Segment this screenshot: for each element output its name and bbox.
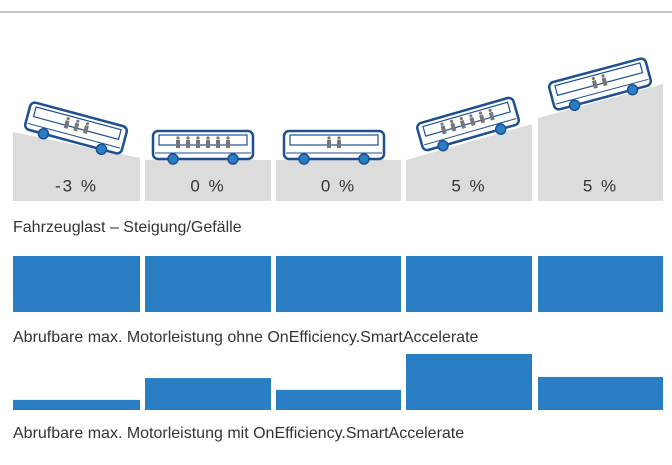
passenger-head: [216, 136, 219, 139]
passenger-head: [186, 136, 189, 139]
bus: [153, 131, 253, 164]
grade-label: 5 %: [451, 176, 486, 195]
passenger-body: [176, 140, 180, 148]
bus: [284, 131, 384, 164]
bus-wheel: [168, 154, 178, 164]
passenger-head: [196, 136, 199, 139]
passenger-head: [176, 136, 179, 139]
passenger-body: [196, 140, 200, 148]
grade-label: 0 %: [321, 176, 356, 195]
passenger-head: [226, 136, 229, 139]
grade-label: 0 %: [190, 176, 225, 195]
power-bar: [276, 256, 401, 312]
power-bar: [13, 256, 140, 312]
passenger-body: [226, 140, 230, 148]
power-bar: [406, 256, 532, 312]
grade-label: 5 %: [583, 176, 618, 195]
passenger-body: [216, 140, 220, 148]
bus-wheel: [299, 154, 309, 164]
power-bar: [406, 354, 532, 410]
passenger-body: [186, 140, 190, 148]
passenger-head: [327, 136, 330, 139]
power-with-caption: Abrufbare max. Motorleistung mit OnEffic…: [13, 425, 464, 442]
load-caption: Fahrzeuglast – Steigung/Gefälle: [13, 219, 242, 236]
passenger-body: [327, 140, 331, 148]
power-bar: [538, 377, 663, 410]
passenger-head: [206, 136, 209, 139]
passenger-body: [337, 140, 341, 148]
bus-wheel: [228, 154, 238, 164]
grade-label: -3 %: [55, 176, 98, 195]
power-bar: [276, 390, 401, 410]
bus-wheel: [359, 154, 369, 164]
power-bar: [145, 256, 271, 312]
passenger-body: [206, 140, 210, 148]
passenger-head: [337, 136, 340, 139]
infographic: Fahrzeuglast – Steigung/Gefälle Abrufbar…: [0, 0, 672, 465]
power-bar: [145, 378, 271, 410]
power-without-caption: Abrufbare max. Motorleistung ohne OnEffi…: [13, 329, 479, 346]
power-bar: [538, 256, 663, 312]
page: {"scenarios": [ {"grade": "-3 %", "passe…: [0, 0, 672, 465]
power-bar: [13, 400, 140, 410]
